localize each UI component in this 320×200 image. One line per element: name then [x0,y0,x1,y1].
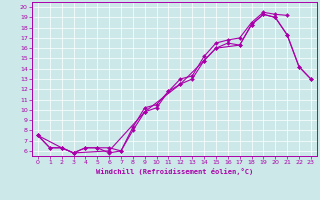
X-axis label: Windchill (Refroidissement éolien,°C): Windchill (Refroidissement éolien,°C) [96,168,253,175]
